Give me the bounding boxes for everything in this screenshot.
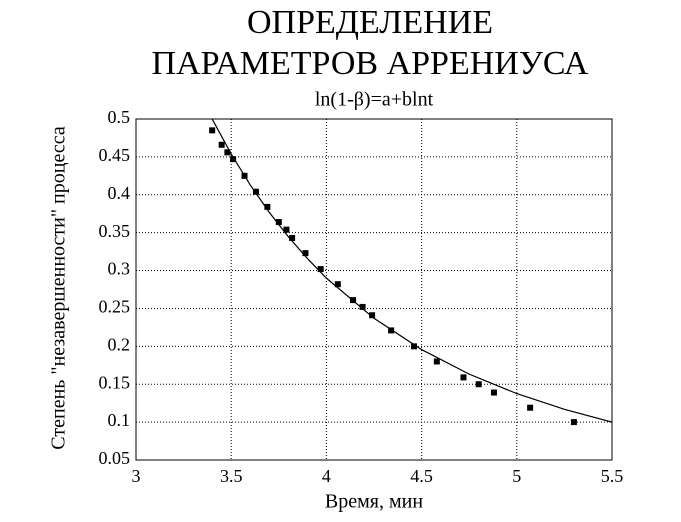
y-axis-label: Степень "незавершенности" процесса — [48, 126, 70, 450]
y-tick-label: 0.4 — [108, 183, 131, 203]
x-tick-label: 3.5 — [220, 466, 243, 486]
data-point — [302, 250, 309, 257]
data-point — [388, 327, 395, 334]
data-point — [527, 404, 534, 411]
data-point — [317, 266, 324, 273]
x-tick-label: 4 — [322, 466, 331, 486]
data-point — [275, 219, 282, 226]
data-point — [209, 127, 216, 134]
y-tick-label: 0.35 — [99, 221, 131, 241]
x-tick-label: 5 — [512, 466, 521, 486]
fit-curve — [211, 119, 612, 423]
data-point — [570, 419, 577, 426]
data-point — [264, 203, 271, 210]
data-point — [252, 188, 259, 195]
chart-subtitle: ln(1-β)=a+blnt — [315, 89, 434, 111]
data-point — [475, 381, 482, 388]
data-point — [334, 281, 341, 288]
y-tick-label: 0.2 — [108, 334, 131, 354]
x-axis-label: Время, мин — [325, 491, 423, 513]
x-tick-label: 5.5 — [601, 466, 624, 486]
data-point — [460, 374, 467, 381]
data-point — [230, 156, 237, 163]
data-point — [359, 303, 366, 310]
plot-frame — [135, 118, 613, 461]
data-point — [410, 343, 417, 350]
chart-title: ОПРЕДЕЛЕНИЕ — [247, 4, 493, 41]
x-tick-label: 3 — [132, 466, 141, 486]
data-point — [433, 358, 440, 365]
y-tick-label: 0.5 — [108, 107, 131, 127]
data-point — [218, 141, 225, 148]
data-point — [490, 389, 497, 396]
x-tick-label: 4.5 — [410, 466, 433, 486]
y-tick-label: 0.45 — [99, 145, 131, 165]
data-point — [283, 226, 290, 233]
chart-title: ПАРАМЕТРОВ АРРЕНИУСА — [152, 45, 589, 82]
data-point — [224, 149, 231, 156]
data-point — [369, 312, 376, 319]
y-tick-label: 0.15 — [99, 372, 131, 392]
y-tick-label: 0.3 — [108, 259, 131, 279]
y-tick-label: 0.1 — [108, 410, 131, 430]
y-tick-label: 0.05 — [99, 448, 131, 468]
data-point — [289, 234, 296, 241]
y-tick-label: 0.25 — [99, 297, 131, 317]
